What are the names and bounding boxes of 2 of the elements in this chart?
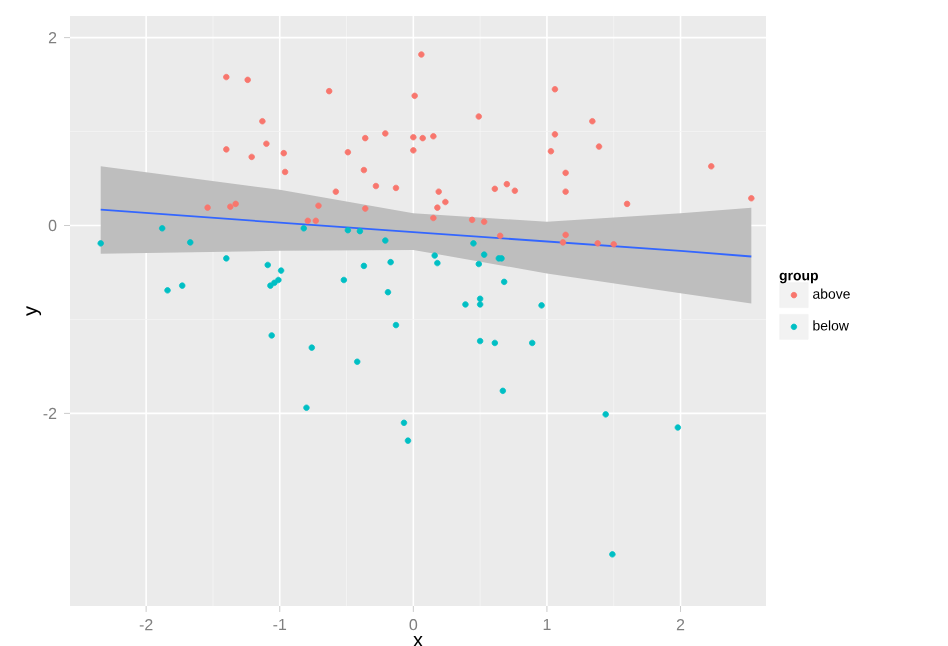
x-axis-title: x <box>413 636 423 646</box>
y-axis-title: y <box>26 306 42 316</box>
